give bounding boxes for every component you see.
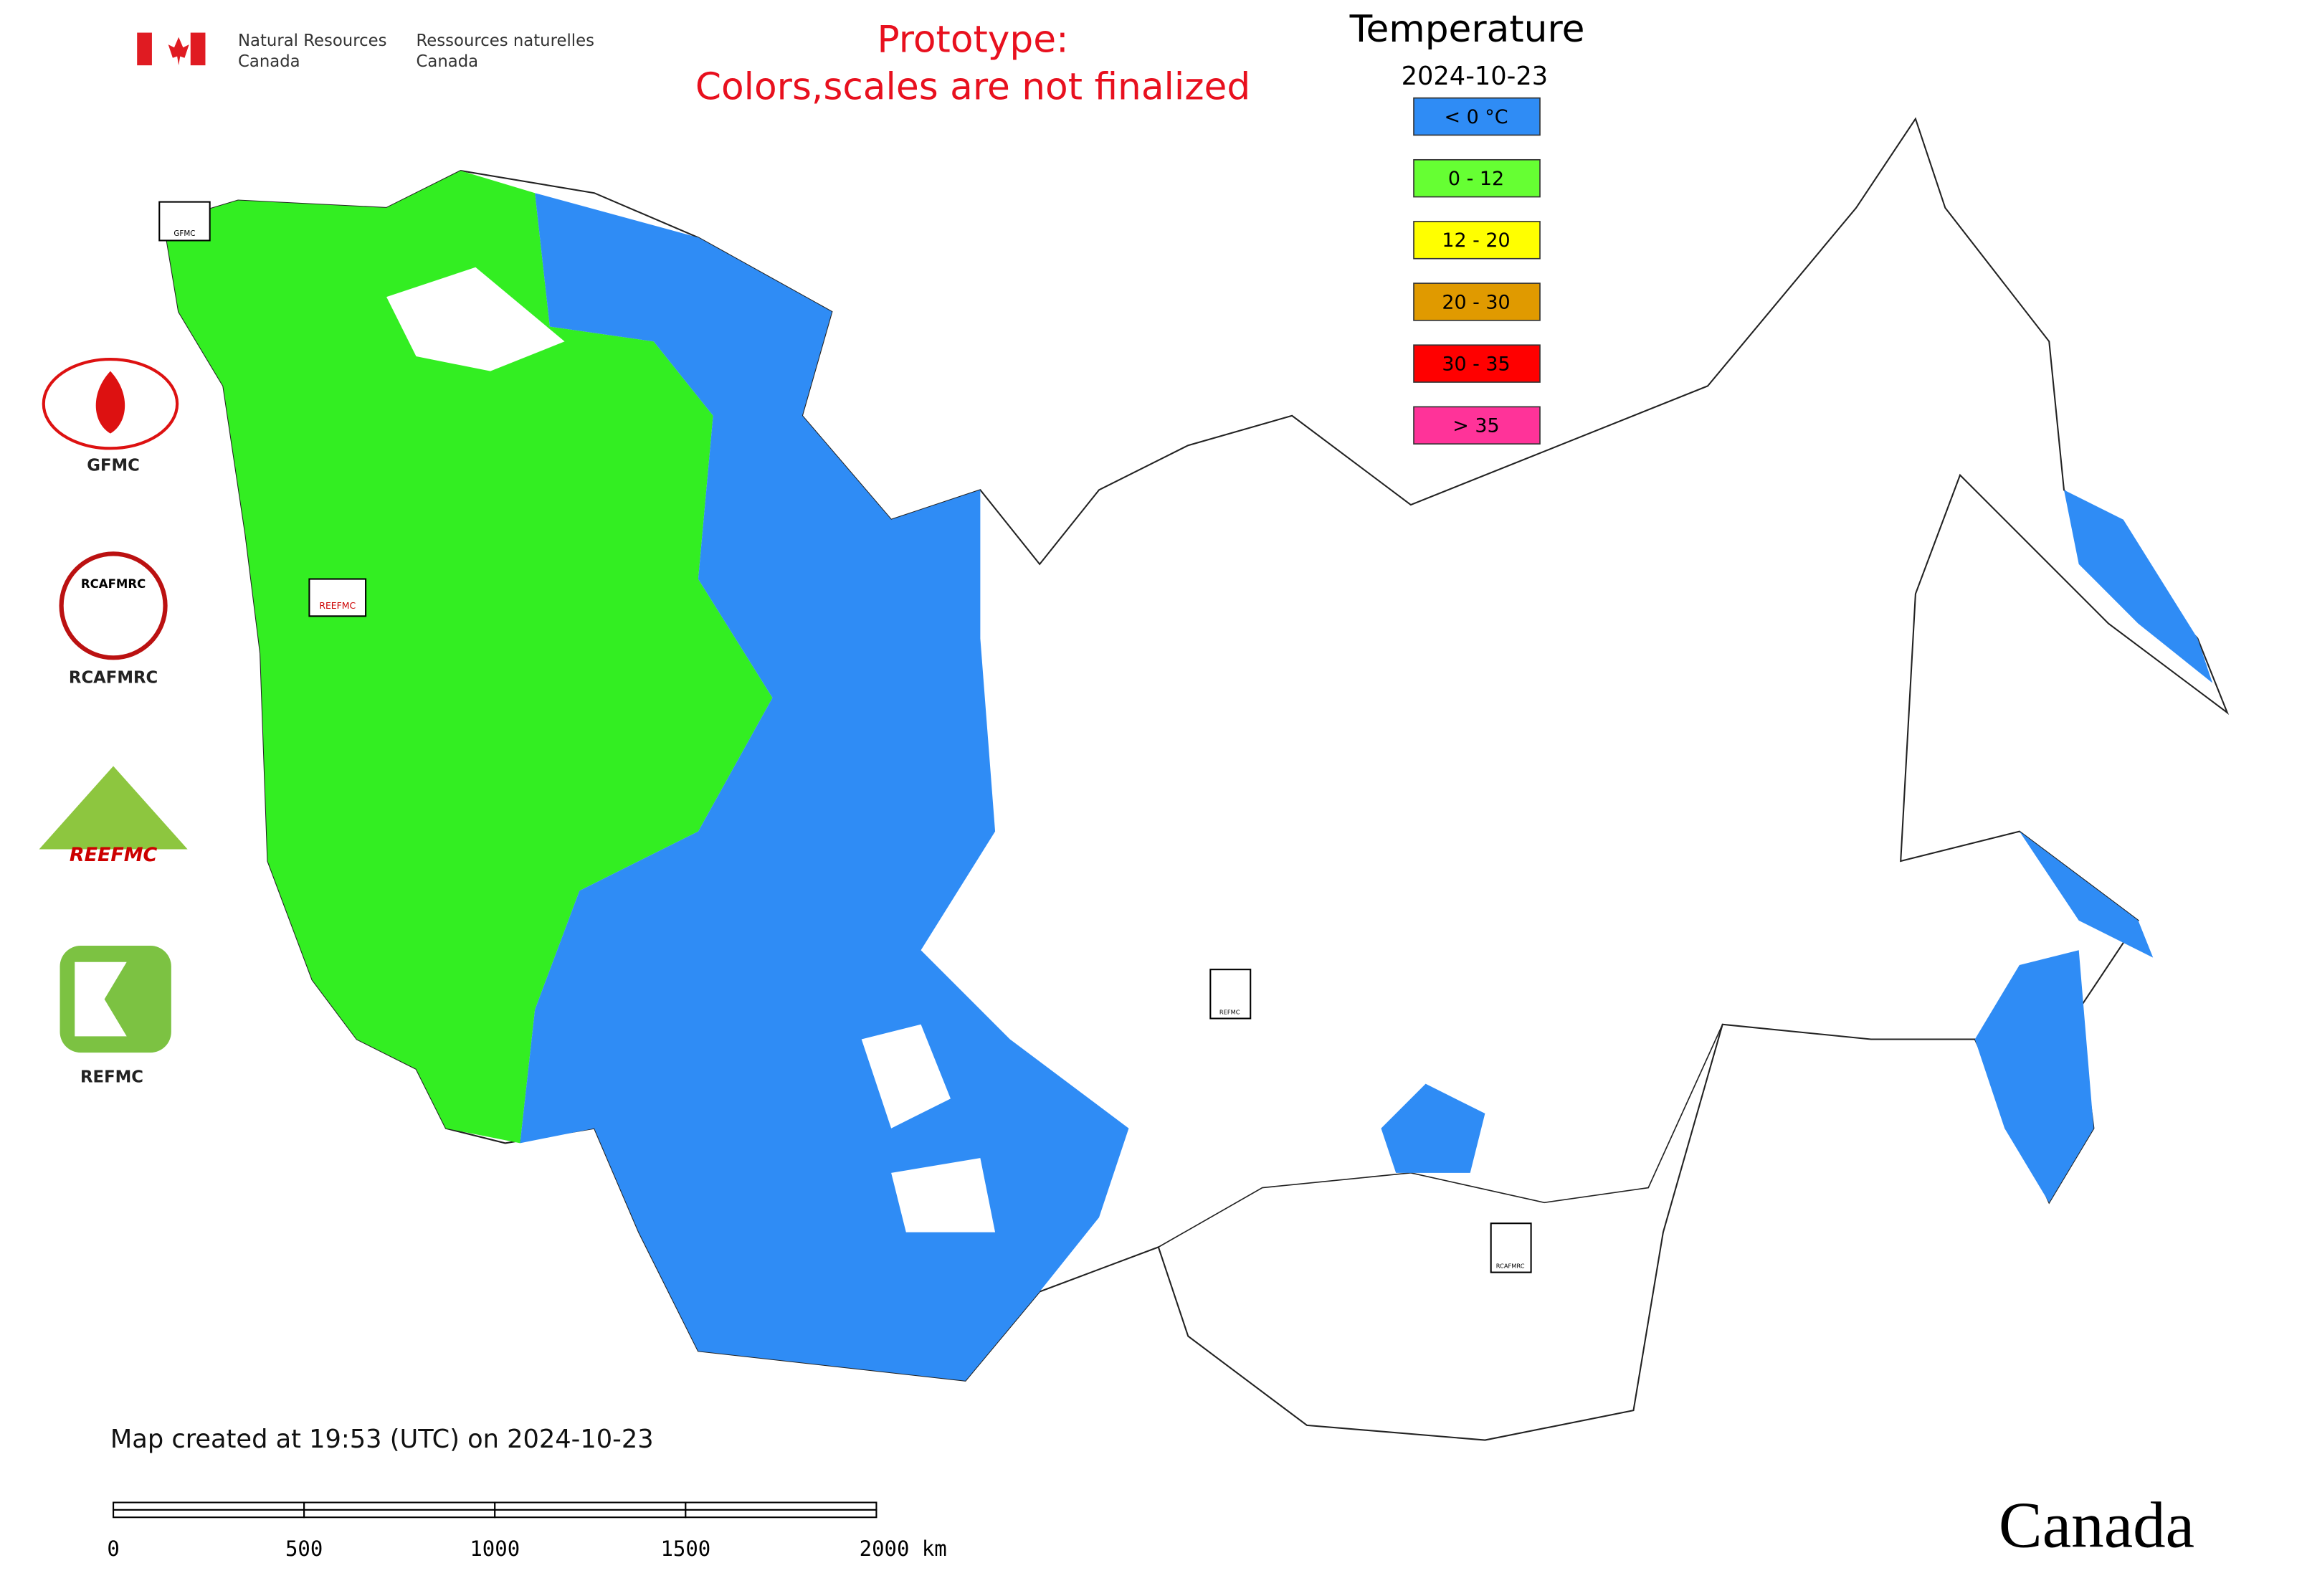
legend-swatch bbox=[1413, 344, 1541, 383]
legend-title: Temperature bbox=[1349, 8, 1585, 51]
legend: < 0 °C 0 - 12 12 - 20 20 - 30 30 - 35 > 35 bbox=[1413, 97, 1541, 445]
dept-fr: Canada bbox=[417, 52, 479, 71]
mongolia-border bbox=[1158, 1024, 1723, 1248]
scale-segment bbox=[303, 1501, 496, 1511]
scale-segment bbox=[685, 1501, 877, 1511]
reefmc-logo bbox=[39, 766, 188, 850]
legend-date: 2024-10-23 bbox=[1402, 62, 1549, 91]
scale-bar: 0 500 1000 1500 2000 km bbox=[107, 1501, 947, 1561]
wordmark: Canada bbox=[1999, 1489, 2194, 1562]
legend-label: 0 - 12 bbox=[1448, 168, 1504, 190]
legend-label: 12 - 20 bbox=[1442, 229, 1510, 252]
created-note: Map created at 19:53 (UTC) on 2024-10-23 bbox=[110, 1425, 654, 1454]
legend-swatch bbox=[1413, 97, 1541, 136]
logo-text: RCAFMRC bbox=[81, 577, 146, 591]
legend-label: < 0 °C bbox=[1444, 106, 1508, 128]
marker: GFMC bbox=[158, 201, 211, 242]
legend-label: > 35 bbox=[1452, 415, 1499, 437]
scale-label: 1500 bbox=[660, 1536, 710, 1561]
logo-label: REFMC bbox=[80, 1068, 143, 1087]
marker-label: RCAFMRC bbox=[1496, 1262, 1525, 1269]
dept-en: Natural Resources bbox=[238, 32, 386, 50]
marker: REEFMC bbox=[308, 578, 367, 617]
zone-0-12 bbox=[163, 171, 773, 1144]
scale-segment bbox=[494, 1501, 687, 1511]
logo-label: RCAFMRC bbox=[69, 669, 158, 688]
lake bbox=[386, 267, 565, 371]
scale-segment bbox=[303, 1509, 496, 1519]
zone-below-0 bbox=[1974, 950, 2094, 1203]
scale-segment bbox=[685, 1509, 877, 1519]
logo-text: REEFMC bbox=[70, 844, 158, 866]
flag-bar bbox=[190, 32, 206, 66]
scale-label: 500 bbox=[285, 1536, 323, 1561]
rcafmrc-logo bbox=[59, 551, 168, 660]
flag-leaf bbox=[168, 37, 189, 66]
dept-en: Canada bbox=[238, 52, 300, 71]
scale-label: 2000 km bbox=[860, 1536, 947, 1561]
marker-label: GFMC bbox=[173, 229, 195, 238]
notice: Prototype: bbox=[877, 18, 1068, 61]
lake bbox=[861, 1024, 951, 1129]
legend-swatch bbox=[1413, 221, 1541, 260]
legend-label: 30 - 35 bbox=[1442, 353, 1510, 375]
dept-fr: Ressources naturelles bbox=[417, 32, 594, 50]
scale-segment bbox=[113, 1501, 305, 1511]
marker: REFMC bbox=[1209, 969, 1252, 1020]
notice: Colors,scales are not finalized bbox=[695, 66, 1250, 109]
scale-segment bbox=[494, 1509, 687, 1519]
gfmc-flame bbox=[95, 371, 125, 434]
scale-label: 0 bbox=[107, 1536, 119, 1561]
scale-label: 1000 bbox=[470, 1536, 520, 1561]
marker-label: REEFMC bbox=[319, 600, 356, 611]
flag-bar bbox=[137, 32, 152, 66]
legend-label: 20 - 30 bbox=[1442, 291, 1510, 313]
scale-segment bbox=[113, 1509, 305, 1519]
zone-below-0 bbox=[520, 193, 1129, 1381]
legend-swatch bbox=[1413, 406, 1541, 445]
zone-below-0 bbox=[2019, 831, 2154, 958]
legend-swatch bbox=[1413, 158, 1541, 198]
marker-label: REFMC bbox=[1219, 1008, 1240, 1015]
refmc-mark bbox=[75, 961, 127, 1037]
zone-below-0 bbox=[2063, 490, 2213, 683]
legend-swatch bbox=[1413, 282, 1541, 321]
lake bbox=[891, 1158, 996, 1232]
zone-below-0 bbox=[1381, 1083, 1485, 1173]
logo-label: GFMC bbox=[87, 456, 140, 475]
marker: RCAFMRC bbox=[1490, 1222, 1532, 1273]
